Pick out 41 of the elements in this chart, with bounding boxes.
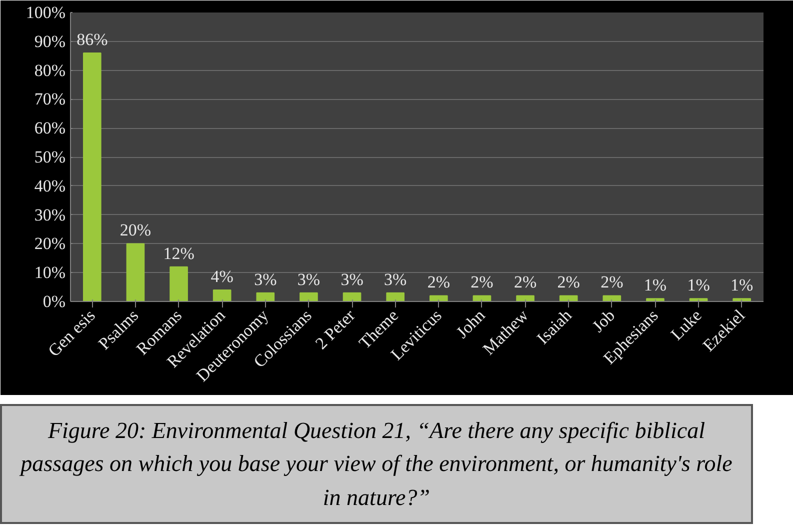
bar [300,292,318,302]
data-label: 20% [120,220,152,240]
bar [126,243,145,302]
y-tick-label: 30% [34,205,66,224]
bar [256,292,275,302]
data-label: 1% [687,276,710,295]
caption: Figure 20: Environmental Question 21, “Are there any specific biblical passages on which you base your view of the environment, or humanity's role in nature?” [20,417,733,512]
data-label: 3% [254,270,277,289]
bar [82,52,102,302]
bar [559,295,578,302]
data-label: 2% [557,272,580,292]
data-label: 86% [76,30,108,49]
data-label: 3% [384,270,407,289]
data-label: 3% [297,270,320,289]
bar [170,266,188,302]
bar [472,295,492,302]
data-label: 4% [210,266,234,286]
data-label: 1% [730,276,754,295]
bar [602,295,622,302]
data-label: 12% [163,244,194,263]
data-label: 3% [340,270,364,289]
bar [386,292,405,302]
data-label: 2% [470,272,494,292]
y-tick-label: 0% [42,292,66,311]
y-tick-label: 20% [34,234,66,254]
y-tick-label: 50% [34,148,66,166]
y-tick-label: 80% [34,60,66,80]
y-tick-label: 40% [34,176,66,196]
y-tick-label: 10% [34,263,66,282]
y-tick-label: 60% [34,118,66,138]
data-label: 2% [600,272,624,292]
data-label: 1% [644,276,667,295]
bar [342,292,362,302]
bar [429,295,448,302]
y-tick-label: 100% [26,3,66,22]
bar [212,289,232,302]
data-label: 2% [427,272,450,292]
y-tick-label: 90% [34,32,66,51]
bar [516,295,534,302]
y-tick-label: 70% [34,90,66,109]
data-label: 2% [514,272,537,292]
